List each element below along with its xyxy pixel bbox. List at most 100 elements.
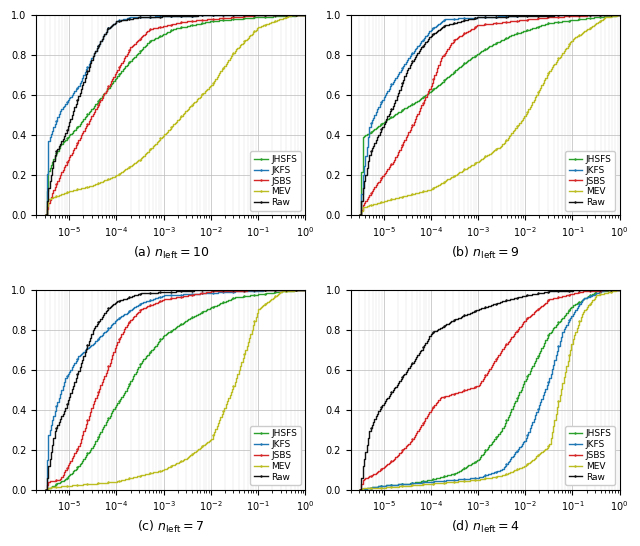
JKFS: [111, 318, 118, 324]
JSBS: [301, 286, 309, 293]
Raw: [52, 424, 60, 431]
Raw: [280, 286, 288, 293]
Line: JSBS: JSBS: [358, 288, 621, 491]
JSBS: [301, 12, 309, 19]
JSBS: [616, 286, 623, 293]
Line: JKFS: JKFS: [358, 14, 621, 217]
Line: MEV: MEV: [358, 14, 621, 217]
MEV: [404, 192, 412, 198]
JSBS: [404, 129, 412, 135]
JKFS: [301, 12, 309, 19]
JHSFS: [372, 125, 380, 132]
Raw: [301, 286, 309, 293]
JSBS: [52, 181, 60, 187]
JSBS: [280, 12, 288, 19]
MEV: [356, 212, 364, 218]
JSBS: [90, 109, 98, 115]
JHSFS: [367, 128, 374, 135]
JKFS: [356, 212, 364, 218]
Line: JKFS: JKFS: [44, 288, 307, 491]
Raw: [356, 212, 364, 218]
Raw: [604, 12, 612, 19]
Raw: [90, 325, 98, 331]
Line: JKFS: JKFS: [358, 288, 621, 491]
Line: Raw: Raw: [358, 288, 621, 491]
Raw: [595, 286, 603, 293]
Raw: [111, 19, 118, 26]
MEV: [42, 212, 49, 218]
Raw: [593, 286, 600, 293]
JKFS: [616, 12, 623, 19]
X-axis label: (d) $n_\mathrm{left} = 4$: (d) $n_\mathrm{left} = 4$: [451, 519, 520, 535]
JSBS: [356, 212, 364, 218]
JSBS: [367, 189, 374, 196]
JKFS: [111, 19, 118, 26]
JHSFS: [301, 286, 309, 293]
MEV: [426, 186, 433, 193]
Raw: [616, 286, 623, 293]
JKFS: [58, 106, 65, 112]
JKFS: [52, 403, 60, 410]
JSBS: [404, 440, 412, 447]
Raw: [207, 286, 215, 293]
Raw: [604, 286, 612, 293]
JKFS: [594, 289, 602, 296]
JKFS: [522, 12, 530, 19]
MEV: [594, 19, 602, 26]
JHSFS: [616, 12, 623, 19]
JSBS: [372, 470, 380, 476]
JKFS: [367, 484, 374, 491]
Legend: JHSFS, JKFS, JSBS, MEV, Raw: JHSFS, JKFS, JSBS, MEV, Raw: [250, 151, 301, 211]
MEV: [90, 480, 98, 487]
MEV: [372, 200, 380, 207]
JKFS: [279, 287, 287, 293]
Line: Raw: Raw: [358, 14, 621, 217]
JKFS: [52, 117, 60, 124]
Raw: [290, 12, 298, 19]
Line: JSBS: JSBS: [44, 14, 307, 217]
JHSFS: [90, 103, 98, 109]
JHSFS: [594, 288, 602, 295]
JSBS: [42, 212, 49, 218]
JSBS: [58, 169, 65, 176]
Raw: [426, 34, 433, 40]
JHSFS: [58, 478, 65, 485]
MEV: [367, 202, 374, 209]
JHSFS: [42, 212, 49, 218]
JSBS: [604, 12, 612, 19]
Line: MEV: MEV: [358, 288, 621, 491]
MEV: [111, 478, 118, 485]
Raw: [90, 50, 98, 56]
JKFS: [372, 109, 380, 115]
MEV: [52, 484, 60, 490]
Line: JHSFS: JHSFS: [44, 288, 307, 491]
JKFS: [356, 486, 364, 493]
MEV: [372, 484, 380, 491]
Raw: [356, 486, 364, 493]
JSBS: [426, 85, 433, 92]
MEV: [279, 15, 287, 21]
MEV: [42, 486, 49, 493]
JKFS: [604, 12, 612, 19]
JKFS: [595, 12, 603, 19]
JKFS: [42, 486, 49, 493]
JSBS: [603, 287, 611, 293]
Raw: [372, 413, 380, 420]
Raw: [42, 486, 49, 493]
Raw: [367, 424, 374, 431]
MEV: [603, 289, 611, 296]
Raw: [111, 300, 118, 306]
JKFS: [289, 286, 296, 293]
JKFS: [372, 484, 380, 490]
MEV: [404, 482, 412, 489]
X-axis label: (b) $n_\mathrm{left} = 9$: (b) $n_\mathrm{left} = 9$: [451, 245, 520, 260]
MEV: [616, 12, 623, 19]
Line: Raw: Raw: [44, 288, 307, 491]
JHSFS: [52, 481, 60, 488]
JHSFS: [603, 13, 611, 20]
JHSFS: [279, 288, 287, 295]
Raw: [372, 137, 380, 144]
MEV: [367, 484, 374, 491]
JHSFS: [111, 404, 118, 411]
JSBS: [290, 12, 298, 19]
